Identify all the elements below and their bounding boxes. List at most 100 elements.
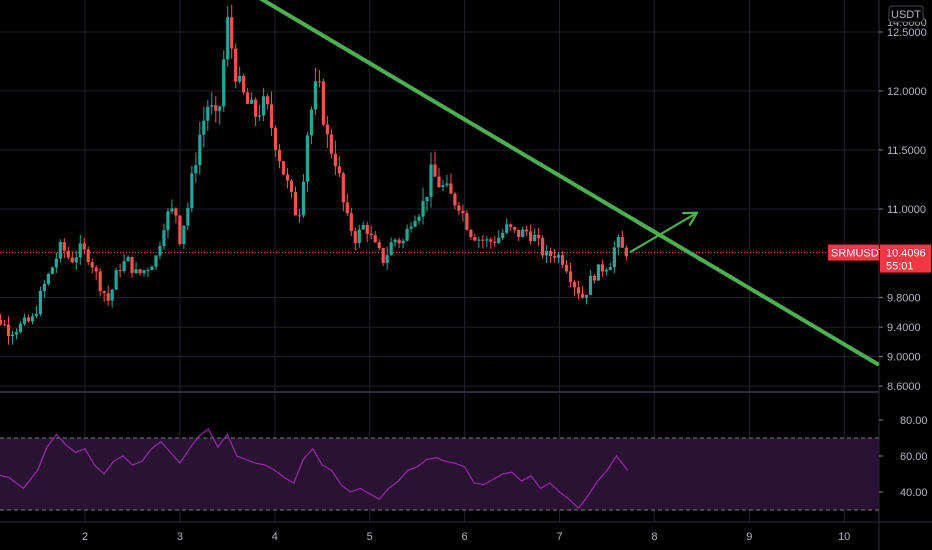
candle-body [313, 81, 318, 110]
candle [461, 204, 465, 222]
candle [6, 316, 11, 345]
candle [457, 201, 461, 216]
candle [102, 290, 106, 302]
trendline[interactable] [227, 0, 880, 366]
price-badge-symbol: SRMUSDT [831, 248, 886, 260]
candle-body [521, 229, 525, 237]
candle-body [42, 283, 46, 291]
currency-label[interactable]: USDT [888, 5, 924, 23]
candle [533, 228, 537, 242]
rsi-axis[interactable]: 80.00 60.00 40.00 [879, 415, 928, 499]
currency-label-box [888, 5, 924, 23]
candle [42, 280, 46, 298]
candle [30, 313, 35, 325]
candle-body [457, 205, 461, 211]
candle [238, 66, 242, 84]
candle-body [226, 17, 230, 60]
candle-body [170, 208, 174, 212]
candle-body [596, 264, 601, 281]
candle [544, 244, 549, 264]
candle-body [190, 173, 194, 208]
candle-body [453, 193, 457, 206]
candle [425, 196, 429, 212]
candle-body [469, 229, 473, 238]
candle-body [437, 176, 441, 188]
price-tick-label: 9.4000 [887, 322, 921, 334]
candle [317, 70, 322, 88]
candle [401, 238, 405, 249]
candle [413, 215, 417, 228]
candle-body [580, 293, 585, 298]
candle-body [258, 115, 262, 117]
candle [190, 165, 194, 213]
candle [74, 250, 78, 270]
time-axis[interactable]: 2 3 4 5 6 7 8 9 10 [82, 531, 850, 543]
candle-body [150, 266, 154, 271]
candle [210, 92, 214, 115]
candle [46, 272, 50, 286]
candle [90, 258, 94, 274]
candle [110, 288, 114, 308]
candle [158, 241, 162, 260]
candle [2, 320, 7, 327]
candle [624, 244, 628, 261]
candle-body [30, 316, 35, 322]
candle-body [214, 105, 218, 111]
candle-body [325, 124, 329, 135]
candle-body [234, 48, 238, 82]
candle-body [473, 237, 477, 241]
candle-body [98, 271, 102, 292]
candle [118, 263, 122, 278]
candle-body [616, 236, 620, 248]
candle [54, 252, 58, 274]
price-axis[interactable]: 14.000013.500012.500012.000011.500011.00… [879, 0, 927, 393]
candle [166, 208, 170, 239]
candle [162, 223, 166, 250]
arrow-head [682, 211, 699, 226]
candle [341, 171, 345, 212]
candle-body [481, 239, 485, 241]
candle [429, 152, 433, 208]
candle-body [397, 239, 401, 244]
candle-body [250, 99, 254, 104]
candle [433, 151, 437, 177]
candle [130, 256, 134, 278]
candle [580, 286, 585, 299]
grid [0, 0, 879, 522]
candle-body [425, 196, 429, 202]
candle [126, 255, 130, 262]
candle [277, 144, 282, 169]
candles [0, 4, 628, 345]
candle [22, 313, 27, 326]
candle-body [381, 248, 385, 263]
candle [122, 253, 126, 274]
candle-body [285, 174, 290, 181]
candle-body [138, 269, 142, 274]
candle [18, 321, 23, 334]
time-tick-label: 5 [367, 531, 373, 543]
breakout-arrow[interactable] [629, 211, 699, 253]
candle [572, 279, 577, 296]
candle-body [110, 289, 114, 301]
candle-body [548, 251, 553, 257]
candle [265, 93, 270, 110]
candle-body [54, 258, 58, 268]
candle [194, 152, 198, 183]
candle-body [501, 232, 505, 238]
candle-body [158, 245, 162, 256]
candle [202, 106, 206, 148]
candle [481, 235, 485, 249]
candle [552, 248, 557, 263]
candle-body [18, 323, 23, 333]
candle-body [433, 164, 437, 177]
candle [337, 156, 341, 178]
candle-body [297, 215, 302, 217]
candle-body [600, 264, 604, 272]
candle-body [337, 166, 341, 174]
candle-body [409, 226, 413, 229]
candle-body [505, 224, 509, 233]
candle-body [230, 17, 234, 49]
candle [489, 237, 493, 249]
candle [505, 218, 509, 235]
